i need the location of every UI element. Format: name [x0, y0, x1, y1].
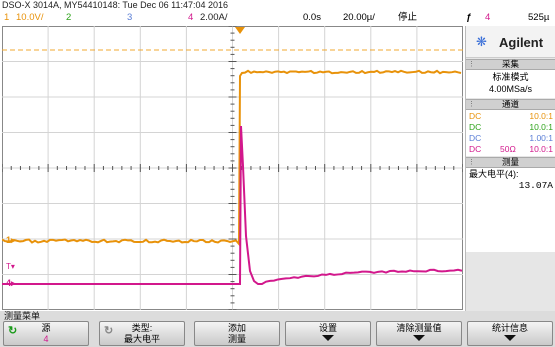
ch4-impedance: 50Ω	[500, 144, 516, 154]
ch4-scale[interactable]: 2.00A/	[200, 12, 228, 23]
ch4-ground-marker[interactable]: 4▸	[6, 278, 16, 288]
time-delay[interactable]: 0.0s	[303, 12, 321, 23]
run-state[interactable]: 停止	[398, 12, 418, 23]
ch1-waveform	[2, 69, 462, 247]
ch1-ratio: 10.0:1	[529, 111, 553, 121]
ch1-scale[interactable]: 10.0V/	[16, 12, 44, 23]
acquire-header[interactable]: ⋮ 采集	[466, 59, 555, 70]
measure-header[interactable]: ⋮ 测量	[466, 157, 555, 168]
acquire-rate: 4.00MSa/s	[488, 84, 533, 94]
side-panel-blank	[466, 192, 555, 252]
ch1-number[interactable]: 1	[4, 12, 10, 23]
ch2-coupling: DC	[469, 122, 482, 132]
time-scale[interactable]: 20.00µ/	[343, 12, 375, 23]
ch3-coupling: DC	[469, 133, 482, 143]
add-measurement-softkey[interactable]: 添加 测量	[194, 321, 280, 346]
channel-row: DC 10.0:1	[466, 122, 555, 133]
brand-name: Agilent	[499, 35, 544, 50]
cycle-icon: ↻	[8, 325, 18, 337]
cycle-icon: ↻	[104, 325, 114, 337]
waveform-graticule	[2, 26, 463, 310]
statistics-softkey[interactable]: 统计信息	[467, 321, 553, 346]
chevron-down-icon	[322, 335, 334, 341]
trigger-level[interactable]: 525µ	[528, 12, 550, 23]
channel-row: DC 1.00:1	[466, 133, 555, 144]
channel-list: DC 10.0:1 DC 10.0:1 DC 1.00:1 DC 50Ω 10.…	[466, 110, 555, 156]
trigger-position-icon	[235, 27, 245, 34]
chevron-down-icon	[504, 335, 516, 341]
acquire-info: 标准模式 4.00MSa/s	[466, 70, 555, 98]
ch4-number[interactable]: 4	[188, 12, 194, 23]
waveform-display[interactable]: 1▸ T▾ 4▸	[2, 26, 463, 310]
status-bar: 1 10.0V/ 2 3 4 2.00A/ 0.0s 20.00µ/ 停止 ƒ …	[0, 11, 555, 25]
channel-row: DC 10.0:1	[466, 111, 555, 122]
instrument-title-bar: DSO-X 3014A, MY54410148: Tue Dec 06 11:4…	[2, 0, 228, 10]
ch4-waveform	[2, 125, 463, 286]
trigger-level-marker[interactable]: T▾	[6, 262, 15, 271]
source-softkey[interactable]: ↻ 源 4	[3, 321, 89, 346]
center-axis-ticks	[2, 26, 463, 310]
agilent-spark-icon: ❋	[476, 34, 487, 49]
softkey-menu: 测量菜单 ↻ 源 4 ↻ 类型: 最大电平 添加 测量 设置 清除测量值 统计信…	[0, 311, 555, 347]
measurement-value: 13.07A	[466, 180, 555, 192]
ch4-coupling: DC	[469, 144, 482, 154]
trigger-edge-icon: ƒ	[466, 12, 472, 23]
type-softkey[interactable]: ↻ 类型: 最大电平	[99, 321, 185, 346]
brand-header: ❋ Agilent	[466, 26, 555, 58]
channels-header[interactable]: ⋮ 通道	[466, 99, 555, 110]
channel-row: DC 50Ω 10.0:1	[466, 144, 555, 155]
settings-softkey[interactable]: 设置	[285, 321, 371, 346]
clear-measurements-softkey[interactable]: 清除测量值	[376, 321, 462, 346]
ch2-number[interactable]: 2	[66, 12, 72, 23]
ch3-ratio: 1.00:1	[529, 133, 553, 143]
acquire-mode: 标准模式	[492, 72, 529, 82]
ch2-ratio: 10.0:1	[529, 122, 553, 132]
ch3-number[interactable]: 3	[127, 12, 133, 23]
measurement-label: 最大电平(4):	[466, 168, 555, 180]
trigger-channel[interactable]: 4	[485, 12, 491, 23]
chevron-down-icon	[413, 335, 425, 341]
side-panel: ❋ Agilent ⋮ 采集 标准模式 4.00MSa/s ⋮ 通道 DC 10.0…	[465, 26, 555, 311]
ch1-coupling: DC	[469, 111, 482, 121]
ch1-ground-marker[interactable]: 1▸	[6, 235, 16, 245]
ch4-ratio: 10.0:1	[529, 144, 553, 154]
menu-title: 测量菜单	[4, 311, 41, 321]
